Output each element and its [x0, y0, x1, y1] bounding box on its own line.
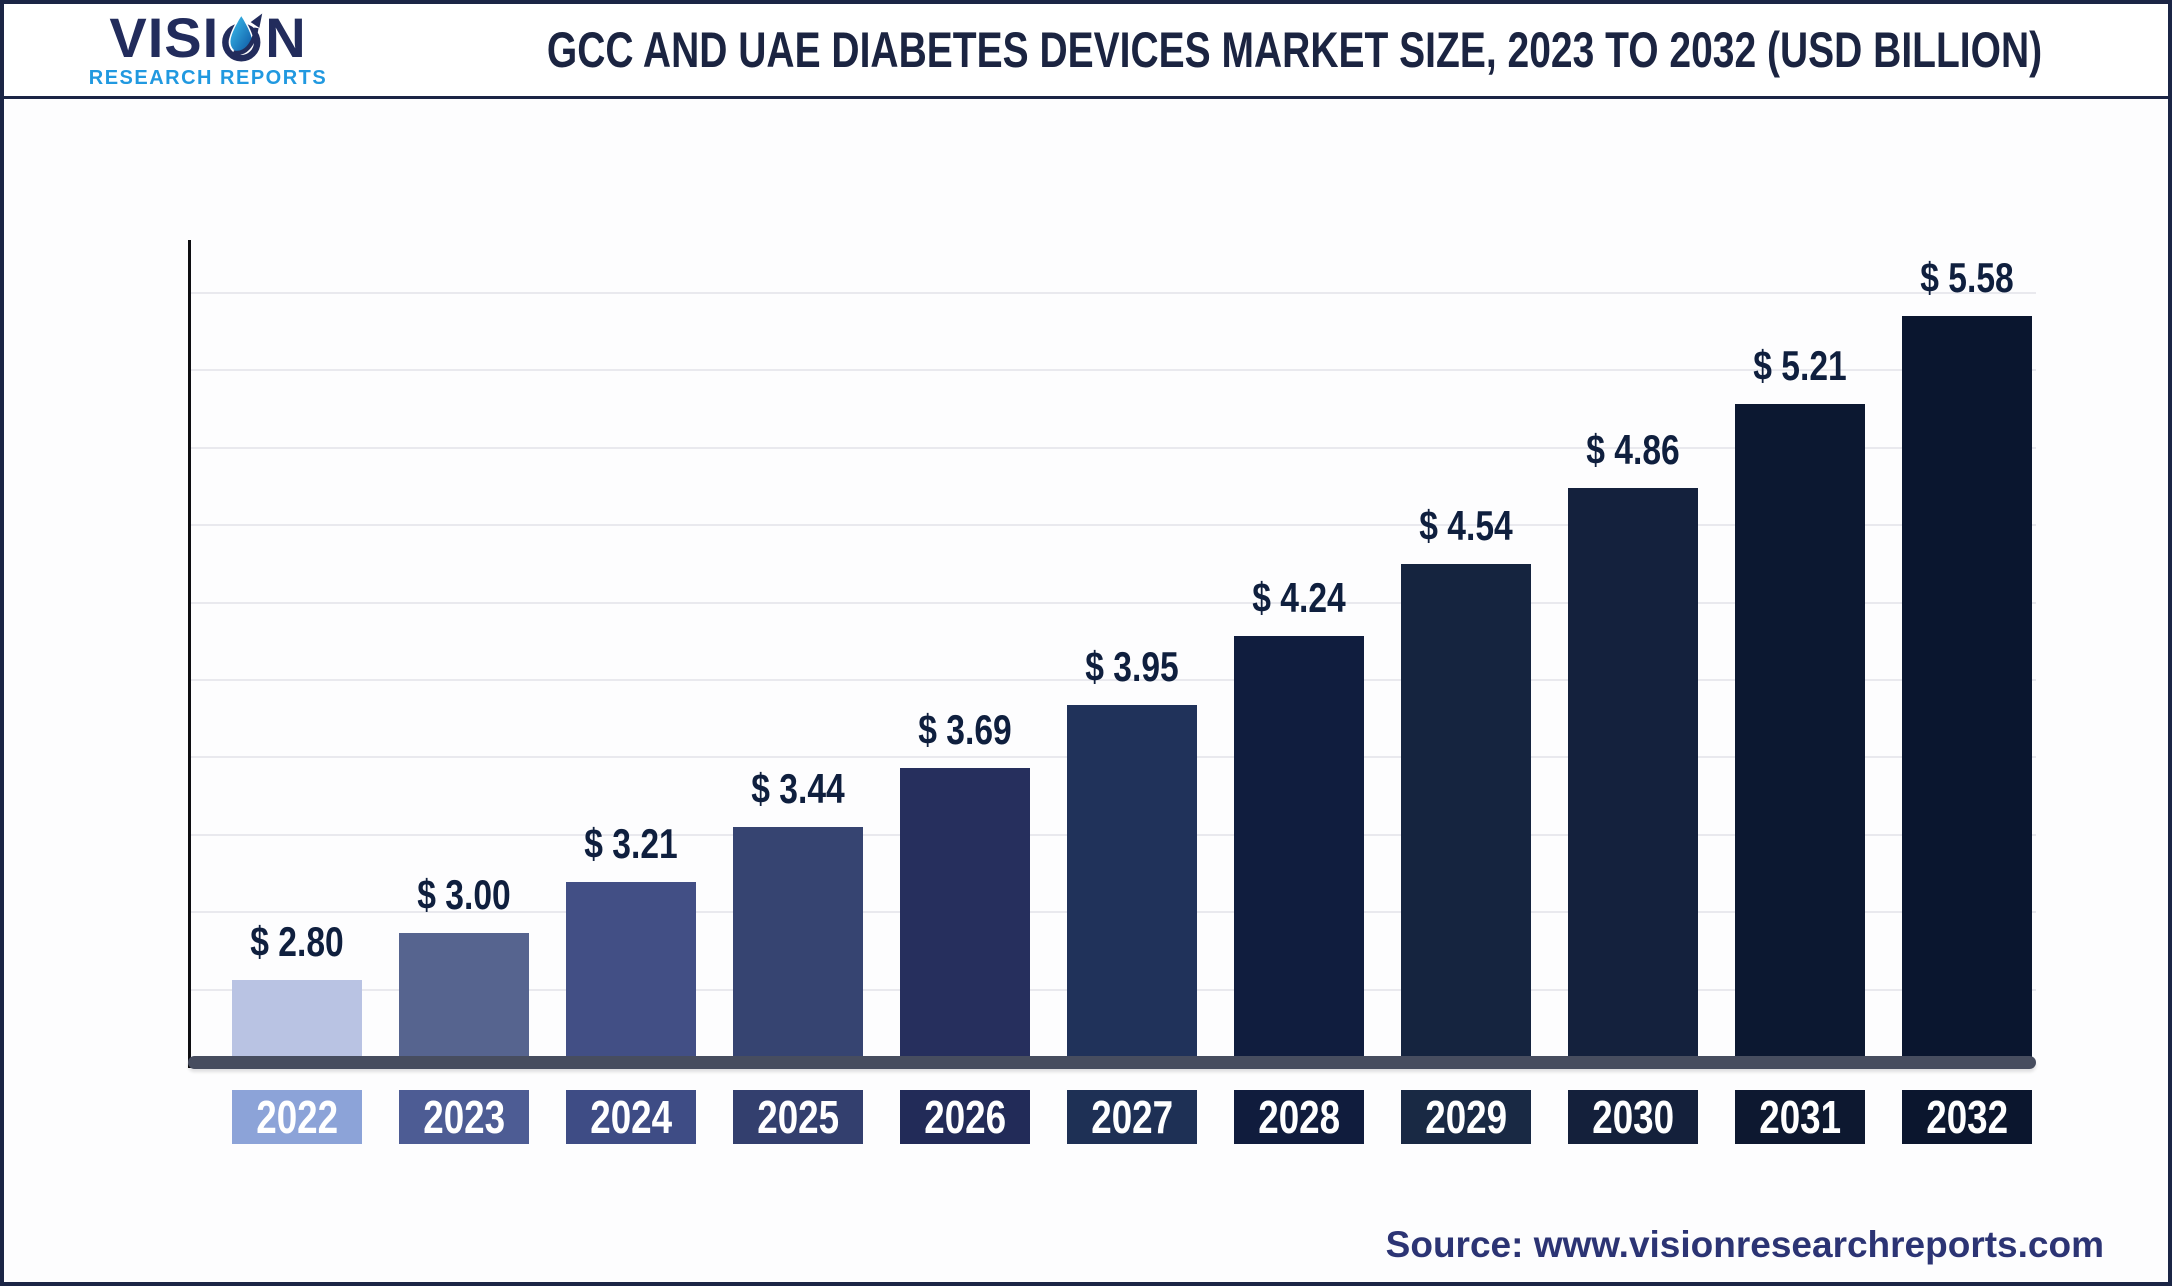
bar-value-label: $ 3.95 [1085, 643, 1179, 690]
year-label-box: 2025 [733, 1090, 863, 1144]
bar-value-label: $ 4.54 [1419, 502, 1513, 549]
year-label-box: 2032 [1902, 1090, 2032, 1144]
bar-value-label: $ 3.44 [751, 765, 845, 812]
gridline [191, 679, 2036, 681]
bar-value-label: $ 3.00 [417, 871, 511, 918]
year-label-box: 2028 [1234, 1090, 1364, 1144]
logo-droplet-icon [222, 13, 263, 62]
year-label: 2030 [1592, 1091, 1674, 1143]
bar-value-label: $ 4.86 [1586, 426, 1680, 473]
year-label: 2023 [423, 1091, 505, 1143]
year-label: 2027 [1091, 1091, 1173, 1143]
gridline [191, 602, 2036, 604]
bar-2032 [1902, 316, 2032, 1058]
year-label-box: 2029 [1401, 1090, 1531, 1144]
brand-wordmark-prefix: VISI [109, 6, 220, 69]
bar-value-label: $ 2.80 [250, 918, 344, 965]
bar-2027 [1067, 705, 1197, 1058]
bar-value-label: $ 5.58 [1920, 254, 2014, 301]
bar-2029 [1401, 564, 1531, 1058]
bar-value-label: $ 5.21 [1753, 342, 1847, 389]
brand-subtitle: RESEARCH REPORTS [88, 67, 328, 89]
year-label: 2026 [924, 1091, 1006, 1143]
bar-2025 [733, 827, 863, 1058]
bar-2023 [399, 933, 529, 1058]
gridline [191, 524, 2036, 526]
year-label: 2025 [757, 1091, 839, 1143]
bar-value-label: $ 3.21 [584, 820, 678, 867]
year-label-box: 2022 [232, 1090, 362, 1144]
bar-value-label: $ 3.69 [918, 706, 1012, 753]
gridline [191, 369, 2036, 371]
bar-2022 [232, 980, 362, 1058]
year-label: 2028 [1258, 1091, 1340, 1143]
bar-2026 [900, 768, 1030, 1058]
x-axis-baseline [188, 1056, 2036, 1069]
source-text: Source: www.visionresearchreports.com [1385, 1224, 2104, 1265]
year-label: 2022 [256, 1091, 338, 1143]
chart-title: GCC AND UAE DIABETES DEVICES MARKET SIZE… [546, 22, 2043, 78]
year-label-box: 2031 [1735, 1090, 1865, 1144]
brand-wordmark-suffix: N [265, 6, 307, 69]
bar-2024 [566, 882, 696, 1058]
y-axis-line [188, 240, 191, 1068]
bar-value-label: $ 4.24 [1252, 574, 1346, 621]
bar-2031 [1735, 404, 1865, 1058]
gridline [191, 292, 2036, 294]
brand-wordmark: VISI N [80, 10, 336, 66]
header: VISI N RESEARCH REPORTS GCC AN [4, 4, 2168, 99]
year-label-box: 2024 [566, 1090, 696, 1144]
bar-2028 [1234, 636, 1364, 1058]
year-label: 2032 [1926, 1091, 2008, 1143]
gridline [191, 447, 2036, 449]
year-label: 2024 [590, 1091, 672, 1143]
year-label: 2029 [1425, 1091, 1507, 1143]
chart-plot: Source: www.visionresearchreports.com $ … [4, 4, 2168, 1282]
year-label-box: 2027 [1067, 1090, 1197, 1144]
bar-2030 [1568, 488, 1698, 1058]
year-label-box: 2026 [900, 1090, 1030, 1144]
brand-logo: VISI N RESEARCH REPORTS [80, 10, 336, 90]
year-label-box: 2030 [1568, 1090, 1698, 1144]
year-label-box: 2023 [399, 1090, 529, 1144]
year-label: 2031 [1759, 1091, 1841, 1143]
